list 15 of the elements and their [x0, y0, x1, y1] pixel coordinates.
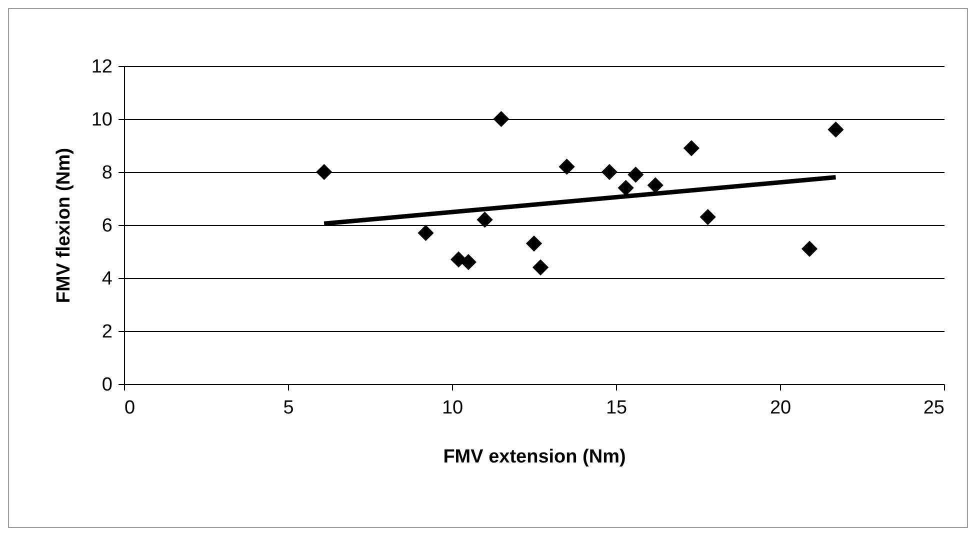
x-tick-label: 5 — [283, 398, 294, 418]
x-tick-label: 0 — [124, 398, 136, 418]
y-tick-label: 10 — [91, 110, 112, 130]
y-tick-label: 12 — [91, 56, 112, 78]
y-tick-label: 4 — [102, 268, 113, 290]
y-tick-label: 0 — [102, 374, 112, 396]
x-tick-label: 15 — [606, 398, 628, 418]
x-tick-label: 25 — [923, 398, 944, 418]
y-tick-label: 6 — [102, 216, 112, 236]
y-tick-label: 8 — [102, 162, 112, 184]
y-tick-label: 2 — [102, 322, 112, 342]
y-axis-title: FMV flexion (Nm) — [53, 148, 74, 304]
x-axis-title: FMV extension (Nm) — [443, 446, 626, 468]
x-tick-label: 10 — [442, 398, 464, 418]
x-tick-label: 20 — [770, 398, 792, 418]
